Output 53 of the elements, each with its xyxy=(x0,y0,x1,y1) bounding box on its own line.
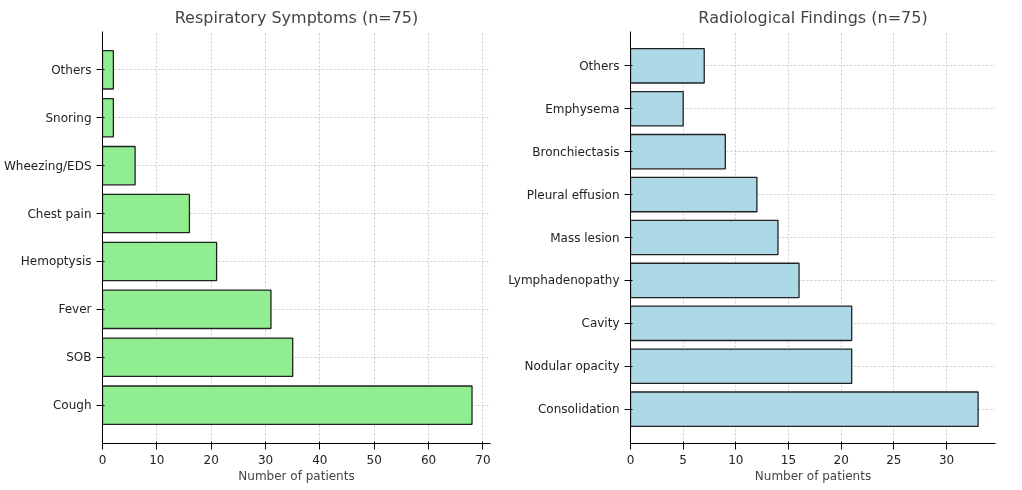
y-tick-label: Lymphadenopathy xyxy=(508,273,620,288)
x-tick-label: 70 xyxy=(475,452,491,467)
y-tick-label: Wheezing/EDS xyxy=(3,158,92,173)
y-tick-label: Others xyxy=(579,58,620,73)
y-tick-label: Chest pain xyxy=(27,206,92,221)
x-tick-label: 20 xyxy=(203,452,219,467)
x-tick-label: 10 xyxy=(728,452,744,467)
bar xyxy=(630,305,853,342)
bar xyxy=(630,133,726,170)
bar xyxy=(630,348,853,385)
bar xyxy=(630,219,779,256)
x-axis-title: Number of patients xyxy=(238,468,355,483)
y-tick-label: Consolidation xyxy=(537,402,620,417)
x-tick-label: 20 xyxy=(833,452,849,467)
x-tick-label: 30 xyxy=(257,452,274,467)
bar xyxy=(102,337,294,378)
x-tick-label: 10 xyxy=(149,452,165,467)
y-tick-label: Hemoptysis xyxy=(20,254,92,269)
x-tick-label: 25 xyxy=(886,452,902,467)
bar xyxy=(102,97,115,138)
bar xyxy=(102,289,272,330)
y-tick-label: Cavity xyxy=(581,316,620,331)
y-tick-label: Nodular opacity xyxy=(524,359,620,374)
x-tick-label: 0 xyxy=(626,452,635,467)
x-axis-title: Number of patients xyxy=(754,468,872,483)
y-tick-label: Mass lesion xyxy=(550,230,620,245)
bar xyxy=(102,193,191,234)
x-tick-label: 60 xyxy=(420,452,437,467)
chart-title: Respiratory Symptoms (n=75) xyxy=(174,7,419,27)
y-tick-label: Snoring xyxy=(45,110,92,125)
bar xyxy=(102,241,218,282)
x-tick-label: 5 xyxy=(679,452,687,467)
chart-title: Radiological Findings (n=75) xyxy=(698,7,928,27)
y-tick-label: Emphysema xyxy=(545,101,620,116)
y-tick-label: Others xyxy=(51,62,92,77)
bar xyxy=(102,50,115,90)
x-tick-label: 50 xyxy=(366,452,382,467)
x-tick-label: 30 xyxy=(938,452,955,467)
x-tick-label: 15 xyxy=(780,452,797,467)
y-tick-label: Fever xyxy=(58,302,92,317)
bar xyxy=(630,48,705,84)
bar xyxy=(630,391,979,427)
bar xyxy=(630,90,684,127)
bar xyxy=(630,176,758,213)
y-tick-label: SOB xyxy=(66,350,92,365)
bar xyxy=(630,262,800,299)
y-tick-label: Pleural effusion xyxy=(526,187,620,202)
x-tick-label: 40 xyxy=(312,452,328,467)
bar xyxy=(102,145,136,186)
y-tick-label: Bronchiectasis xyxy=(532,144,620,159)
bar xyxy=(102,385,473,425)
x-tick-label: 0 xyxy=(98,452,107,467)
y-tick-label: Cough xyxy=(52,398,92,413)
